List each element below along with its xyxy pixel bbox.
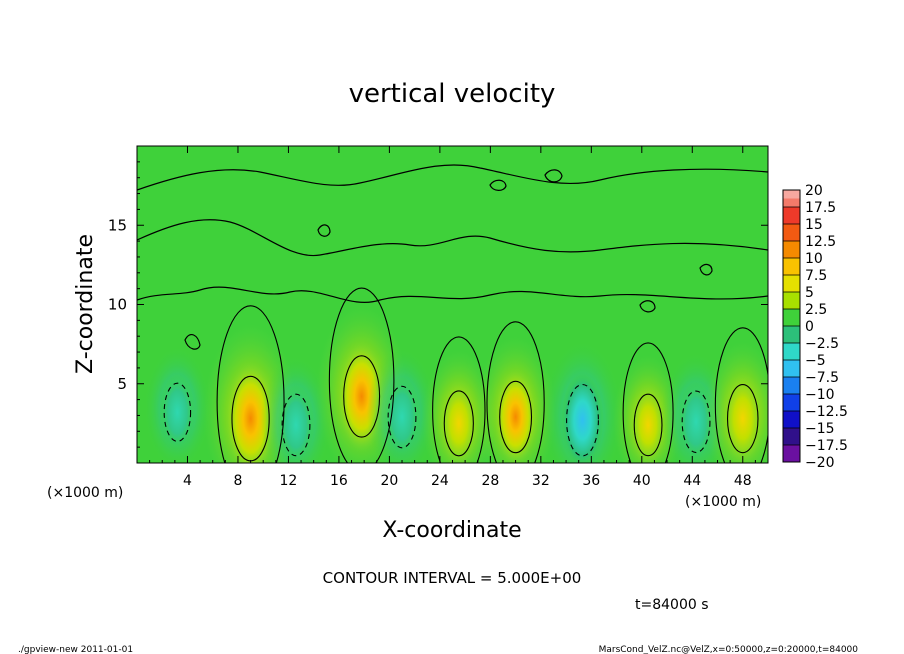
y-tick-label: 15	[108, 216, 127, 234]
colorbar-swatch	[783, 275, 800, 293]
x-tick-label: 20	[380, 473, 398, 489]
colorbar-label: 10	[805, 251, 823, 267]
x-tick-label: 40	[633, 473, 651, 489]
plot-area	[137, 146, 768, 463]
x-tick-label: 16	[330, 473, 348, 489]
y-tick-label: 5	[117, 375, 127, 393]
y-axis-label: Z-coordinate	[73, 234, 98, 374]
x-tick-label: 36	[582, 473, 600, 489]
negative-contour	[387, 385, 417, 449]
colorbar-label: 12.5	[805, 234, 836, 250]
colorbar-label: −7.5	[805, 370, 839, 386]
zero-contour	[432, 336, 486, 463]
zero-contour	[216, 305, 285, 463]
zero-contour	[714, 327, 768, 463]
colorbar-label: 2.5	[805, 302, 827, 318]
x-tick-label: 24	[431, 473, 449, 489]
positive-contour	[726, 384, 759, 454]
footer-left: ./gpview-new 2011-01-01	[18, 645, 133, 654]
chart-title: vertical velocity	[349, 79, 556, 109]
x-tick-label: 4	[183, 473, 192, 489]
velocity-cells	[143, 305, 768, 463]
colorbar: 2017.51512.5107.552.50−2.5−5−7.5−10−12.5…	[782, 183, 848, 471]
positive-contour	[443, 390, 474, 457]
colorbar-swatch	[783, 360, 800, 378]
colorbar-label: 7.5	[805, 268, 827, 284]
colorbar-label: 20	[805, 183, 823, 199]
colorbar-label: 15	[805, 217, 823, 233]
time-label: t=84000 s	[635, 597, 709, 613]
colorbar-swatch	[783, 224, 800, 242]
colorbar-label: −5	[805, 353, 826, 369]
colorbar-swatch	[783, 292, 800, 310]
zero-contour	[328, 287, 395, 463]
negative-contour	[681, 390, 711, 454]
x-tick-label: 12	[280, 473, 298, 489]
colorbar-swatch	[783, 445, 800, 463]
footer-right: MarsCond_VelZ.nc@VelZ,x=0:50000,z=0:2000…	[599, 645, 859, 654]
colorbar-label: 17.5	[805, 200, 836, 216]
colorbar-swatch	[783, 428, 800, 446]
y-axis: 5 10 15	[108, 161, 768, 448]
negative-contour	[281, 393, 311, 457]
x-unit-right: (×1000 m)	[685, 494, 761, 510]
colorbar-swatch	[783, 377, 800, 395]
x-axis-label: X-coordinate	[382, 518, 521, 543]
x-tick-label: 44	[683, 473, 701, 489]
colorbar-swatch	[783, 309, 800, 327]
colorbar-swatch	[783, 258, 800, 276]
colorbar-swatch	[783, 207, 800, 225]
colorbar-swatch	[783, 343, 800, 361]
positive-contour	[499, 380, 533, 454]
colorbar-label: −10	[805, 387, 835, 403]
zero-contour	[622, 342, 674, 463]
colorbar-swatch	[783, 394, 800, 412]
colorbar-label: −20	[805, 455, 835, 471]
downdraft-cell	[159, 373, 195, 452]
negative-contour	[566, 383, 599, 457]
contour-interval-label: CONTOUR INTERVAL = 5.000E+00	[323, 569, 582, 587]
positive-contour	[633, 393, 663, 457]
downdraft-cell	[277, 383, 315, 463]
colorbar-swatch	[783, 411, 800, 429]
negative-contour	[163, 382, 192, 442]
colorbar-swatch	[783, 190, 800, 199]
downdraft-cell	[561, 372, 604, 463]
colorbar-label: −2.5	[805, 336, 839, 352]
colorbar-swatch	[783, 241, 800, 259]
zero-contour	[486, 321, 545, 463]
x-tick-label: 48	[734, 473, 752, 489]
positive-contour	[343, 355, 381, 438]
x-unit-left: (×1000 m)	[47, 485, 123, 501]
updraft-cell	[439, 380, 479, 463]
updraft-cell	[629, 383, 667, 463]
colorbar-label: −15	[805, 421, 835, 437]
colorbar-label: 5	[805, 285, 814, 301]
x-axis: 4 8 12 16 20 24 28 32 36 40 44 48	[149, 146, 756, 489]
x-tick-label: 8	[233, 473, 242, 489]
x-tick-label: 28	[481, 473, 499, 489]
colorbar-label: −17.5	[805, 438, 848, 454]
x-tick-label: 32	[532, 473, 550, 489]
y-tick-label: 10	[108, 296, 127, 314]
updraft-cell	[494, 369, 537, 463]
contour-lines	[137, 164, 768, 350]
updraft-cell	[722, 373, 764, 463]
colorbar-label: −12.5	[805, 404, 848, 420]
downdraft-cell	[383, 376, 421, 459]
colorbar-label: 0	[805, 319, 814, 335]
colorbar-swatch	[783, 326, 800, 344]
